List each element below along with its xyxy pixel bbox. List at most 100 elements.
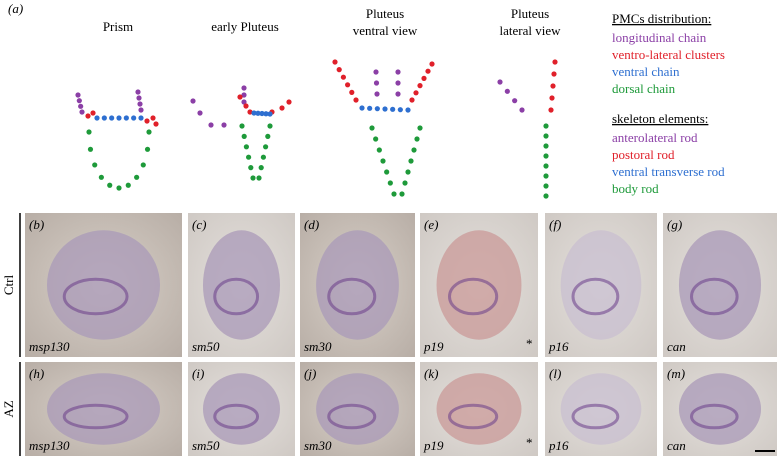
pmc-dot [144,146,151,152]
pmc-dot [349,89,355,95]
pmc-dot [395,80,401,86]
embryo [436,230,522,340]
gene-label: p19 [423,339,444,354]
pmc-dot [136,95,142,101]
row-label: Ctrl [1,275,16,296]
pmc-dot [140,162,146,168]
pmc-dot [551,71,557,77]
pmc-dot [101,115,107,121]
pmc-dot [402,180,408,186]
legend-title: skeleton elements: [612,111,708,126]
panel-label: (j) [304,366,316,381]
pmc-dot [405,107,411,113]
pmc-dot [395,69,401,75]
embryo [202,230,281,340]
pmc-dot [267,111,273,117]
pmc-dot [250,175,256,181]
pmc-dot [390,106,396,112]
pmc-dot [408,158,414,164]
embryo [436,373,522,445]
stain [571,277,620,316]
embryo [46,373,161,445]
legend-item: anterolateral rod [612,130,698,145]
pmc-dot [241,92,247,98]
embryo [560,373,642,445]
row-label: AZ [1,400,16,417]
pmc-dot [131,115,137,121]
stain [327,403,377,430]
pmc-dot [425,68,431,74]
pmc-dot [263,111,269,117]
pmc-dot [543,163,549,169]
stain [690,277,739,316]
gene-label: msp130 [29,438,70,453]
pmc-dot [258,165,264,171]
pmc-dot [146,129,152,135]
pmc-dot [94,115,100,121]
pmc-dot [397,107,403,113]
pmc-dot [384,169,390,175]
pmc-dot [90,110,96,116]
panel-label: (f) [549,217,561,232]
stain [213,277,260,316]
pmc-dot [543,173,549,179]
pmc-dot [116,115,122,121]
stage-title: Pluteus [366,6,404,21]
pmc-dot [395,91,401,97]
pmc-dot [543,123,549,129]
pmc-dot [543,183,549,189]
pmc-dot [134,174,140,180]
pmc-dot [221,122,227,128]
panel-label: (h) [29,366,44,381]
panel-label: (d) [304,217,319,232]
gene-label: sm30 [304,339,332,354]
pmc-dot [549,95,555,101]
gene-label: sm50 [192,438,220,453]
pmc-dot [260,154,266,160]
pmc-dot [190,98,196,104]
stain [62,403,129,430]
pmc-dot [263,144,269,150]
pmc-dot [239,123,245,129]
pmc-dot [519,107,525,113]
gene-label: msp130 [29,339,70,354]
annotation-marker: * [526,435,533,450]
pmc-dot [373,69,379,75]
pmc-dot [87,146,94,152]
panel-label: (a) [8,1,23,16]
pmc-dot [92,162,98,168]
pmc-dot [208,122,214,128]
pmc-dot [340,74,346,80]
pmc-dot [138,115,144,121]
pmc-dot [497,79,503,85]
pmc-dot [367,105,373,111]
pmc-dot [237,94,243,100]
gene-label: sm50 [192,339,220,354]
pmc-dot [243,103,249,109]
gene-label: p19 [423,438,444,453]
gene-label: p16 [548,339,569,354]
pmc-dot [373,136,379,142]
stage-title: Prism [103,19,133,34]
pmc-dot [241,133,247,139]
pmc-dot [409,97,415,103]
pmc-dot [241,85,247,91]
panel-label: (k) [424,366,438,381]
pmc-dot [373,80,380,86]
stain [213,403,260,430]
pmc-dot [125,182,131,188]
pmc-dot [380,158,386,164]
pmc-dot [512,98,518,104]
pmc-dot [369,125,375,131]
pmc-dot [417,125,423,131]
stain [571,403,620,430]
embryo [560,230,642,340]
panel-label: (g) [667,217,682,232]
pmc-dot [543,193,549,199]
legend-item: ventral chain [612,64,680,79]
pmc-dot [98,174,104,180]
embryo [316,373,399,445]
pmc-dot [414,136,420,142]
pmc-dot [251,110,257,116]
pmc-dot [374,106,380,112]
